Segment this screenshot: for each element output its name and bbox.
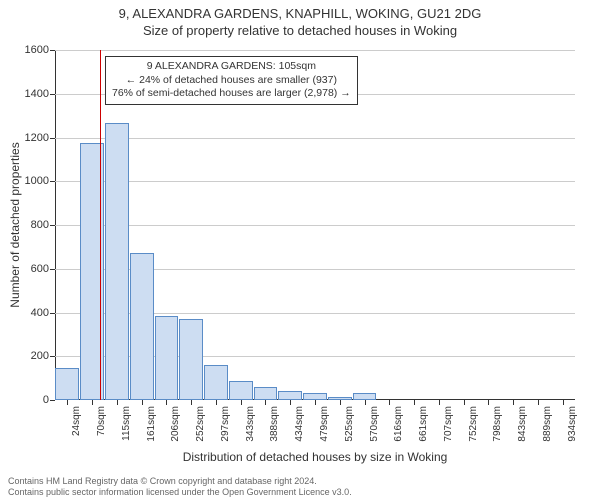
x-tick-mark xyxy=(513,400,514,405)
grid-line xyxy=(55,225,575,226)
x-tick-label: 616sqm xyxy=(393,406,404,442)
y-tick-label: 1600 xyxy=(25,44,49,56)
footer-line1: Contains HM Land Registry data © Crown c… xyxy=(8,476,592,487)
x-tick-mark xyxy=(488,400,489,405)
plot-area: 0200400600800100012001400160024sqm70sqm1… xyxy=(55,50,575,400)
grid-line xyxy=(55,138,575,139)
x-tick-mark xyxy=(414,400,415,405)
x-tick-label: 479sqm xyxy=(319,406,330,442)
x-tick-label: 206sqm xyxy=(170,406,181,442)
histogram-bar xyxy=(229,381,253,400)
x-tick-label: 24sqm xyxy=(71,406,82,436)
chart-container: 9, ALEXANDRA GARDENS, KNAPHILL, WOKING, … xyxy=(0,0,600,500)
x-tick-mark xyxy=(265,400,266,405)
y-tick-mark xyxy=(50,94,55,95)
x-tick-label: 297sqm xyxy=(220,406,231,442)
x-tick-label: 661sqm xyxy=(418,406,429,442)
x-axis-title: Distribution of detached houses by size … xyxy=(55,450,575,464)
annotation-line: ← 24% of detached houses are smaller (93… xyxy=(112,74,351,88)
histogram-bar xyxy=(130,253,154,400)
x-tick-mark xyxy=(290,400,291,405)
x-tick-label: 525sqm xyxy=(344,406,355,442)
x-tick-label: 843sqm xyxy=(517,406,528,442)
y-tick-label: 0 xyxy=(43,394,49,406)
x-tick-mark xyxy=(67,400,68,405)
y-tick-label: 400 xyxy=(31,307,49,319)
y-tick-mark xyxy=(50,313,55,314)
x-tick-mark xyxy=(439,400,440,405)
x-tick-label: 252sqm xyxy=(195,406,206,442)
grid-line xyxy=(55,181,575,182)
x-tick-label: 798sqm xyxy=(492,406,503,442)
y-tick-mark xyxy=(50,138,55,139)
y-tick-label: 600 xyxy=(31,263,49,275)
y-tick-mark xyxy=(50,225,55,226)
x-tick-label: 570sqm xyxy=(369,406,380,442)
x-tick-label: 934sqm xyxy=(567,406,578,442)
x-tick-mark xyxy=(117,400,118,405)
histogram-bar xyxy=(278,391,302,400)
x-tick-label: 115sqm xyxy=(121,406,132,441)
x-tick-label: 707sqm xyxy=(443,406,454,442)
histogram-bar xyxy=(155,316,179,400)
grid-line xyxy=(55,50,575,51)
y-tick-label: 1200 xyxy=(25,132,49,144)
footer-line2: Contains public sector information licen… xyxy=(8,487,592,498)
x-tick-mark xyxy=(538,400,539,405)
y-tick-label: 200 xyxy=(31,350,49,362)
histogram-bar xyxy=(105,123,129,400)
footer-attribution: Contains HM Land Registry data © Crown c… xyxy=(8,476,592,498)
y-tick-label: 1400 xyxy=(25,88,49,100)
x-tick-mark xyxy=(191,400,192,405)
histogram-bar xyxy=(254,387,278,400)
property-marker-line xyxy=(100,50,101,400)
histogram-bar xyxy=(204,365,228,400)
x-tick-mark xyxy=(340,400,341,405)
x-tick-label: 388sqm xyxy=(269,406,280,442)
x-tick-label: 889sqm xyxy=(542,406,553,442)
x-tick-mark xyxy=(563,400,564,405)
y-tick-mark xyxy=(50,400,55,401)
x-tick-label: 752sqm xyxy=(468,406,479,442)
y-tick-label: 1000 xyxy=(25,175,49,187)
y-axis-title: Number of detached properties xyxy=(8,142,22,307)
x-tick-mark xyxy=(365,400,366,405)
x-tick-label: 70sqm xyxy=(96,406,107,436)
x-tick-mark xyxy=(142,400,143,405)
y-tick-mark xyxy=(50,269,55,270)
x-tick-mark xyxy=(464,400,465,405)
x-tick-label: 161sqm xyxy=(146,406,157,442)
x-tick-label: 343sqm xyxy=(245,406,256,442)
x-tick-mark xyxy=(241,400,242,405)
chart-title-main: 9, ALEXANDRA GARDENS, KNAPHILL, WOKING, … xyxy=(0,0,600,21)
x-tick-mark xyxy=(389,400,390,405)
histogram-bar xyxy=(55,368,79,400)
y-tick-mark xyxy=(50,181,55,182)
annotation-line: 76% of semi-detached houses are larger (… xyxy=(112,87,351,101)
x-tick-label: 434sqm xyxy=(294,406,305,442)
chart-title-sub: Size of property relative to detached ho… xyxy=(0,21,600,38)
annotation-line: 9 ALEXANDRA GARDENS: 105sqm xyxy=(112,60,351,74)
y-tick-label: 800 xyxy=(31,219,49,231)
annotation-box: 9 ALEXANDRA GARDENS: 105sqm← 24% of deta… xyxy=(105,56,358,105)
x-tick-mark xyxy=(92,400,93,405)
x-tick-mark xyxy=(216,400,217,405)
histogram-bar xyxy=(179,319,203,400)
x-tick-mark xyxy=(166,400,167,405)
y-tick-mark xyxy=(50,356,55,357)
y-tick-mark xyxy=(50,50,55,51)
x-tick-mark xyxy=(315,400,316,405)
